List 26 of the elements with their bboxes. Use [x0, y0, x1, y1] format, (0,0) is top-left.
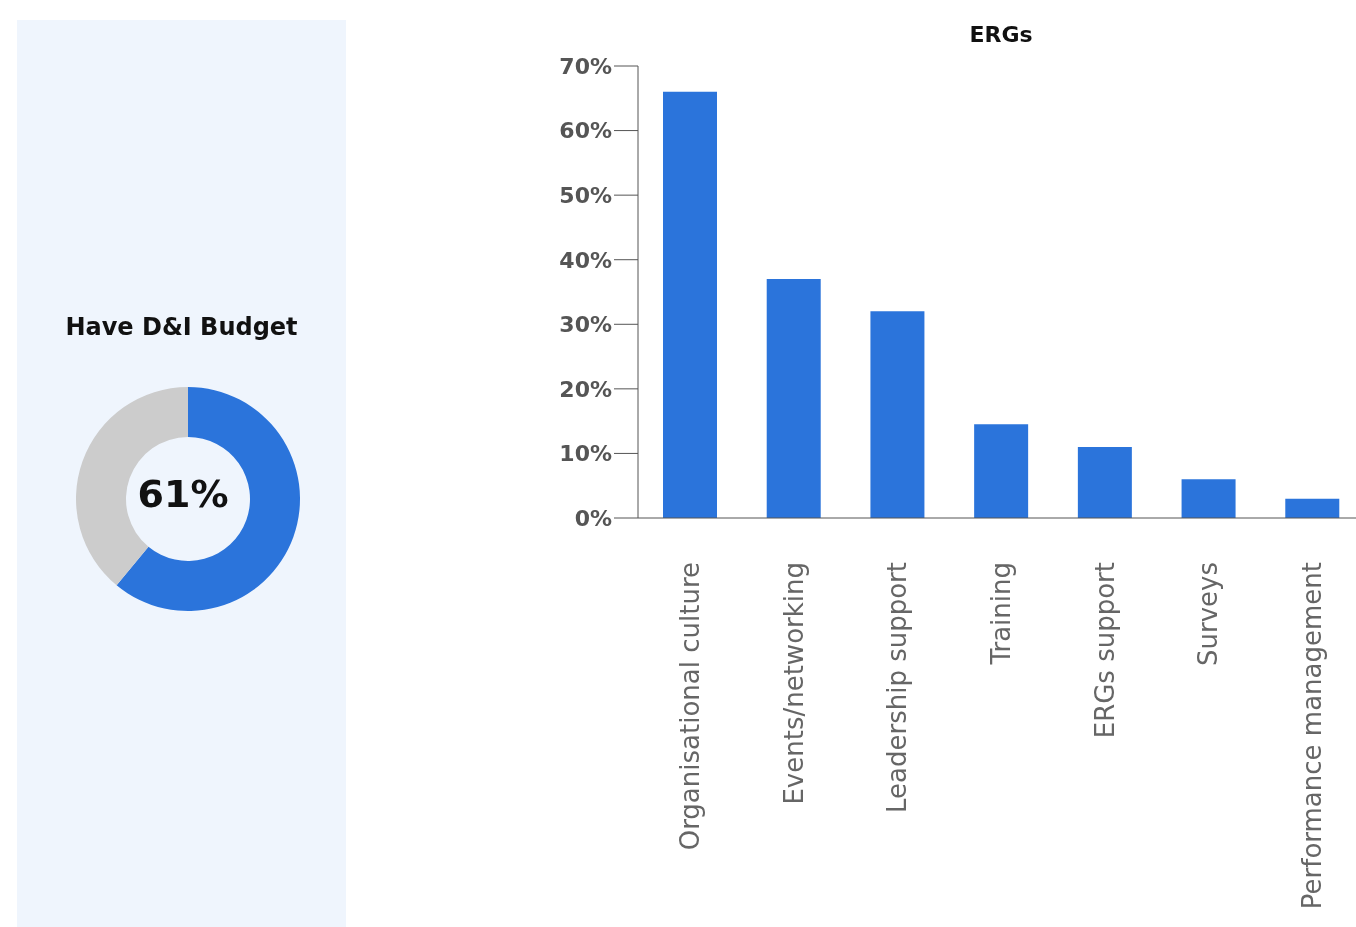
- x-tick-label: Training: [986, 562, 1016, 666]
- bar: [766, 279, 821, 518]
- donut-slice: [116, 387, 300, 611]
- x-tick-label: Organisational culture: [674, 562, 705, 851]
- bar: [870, 311, 925, 518]
- bar: [1077, 446, 1132, 518]
- bar: [1285, 498, 1340, 518]
- y-tick-label: 20%: [559, 376, 612, 402]
- y-tick-label: 60%: [559, 118, 612, 144]
- x-tick-label: Surveys: [1193, 562, 1224, 666]
- y-tick-label: 70%: [559, 53, 612, 79]
- x-tick-label: Performance management: [1297, 562, 1328, 910]
- chart-title: Have D&I Budget: [64, 313, 299, 341]
- chart-title: ERGs: [968, 22, 1034, 47]
- bar: [663, 91, 717, 518]
- y-tick-label: 50%: [559, 182, 612, 208]
- text: 61%: [137, 472, 229, 516]
- bar: [1181, 479, 1236, 518]
- y-tick-label: 30%: [559, 312, 612, 338]
- y-tick-label: 0%: [574, 505, 612, 531]
- x-tick-label: ERGs support: [1089, 562, 1120, 739]
- y-tick-label: 40%: [559, 247, 612, 273]
- bar: [974, 424, 1029, 518]
- x-tick-label: Leadership support: [882, 562, 913, 813]
- x-tick-label: Events/networking: [778, 562, 809, 805]
- y-tick-label: 10%: [559, 441, 612, 467]
